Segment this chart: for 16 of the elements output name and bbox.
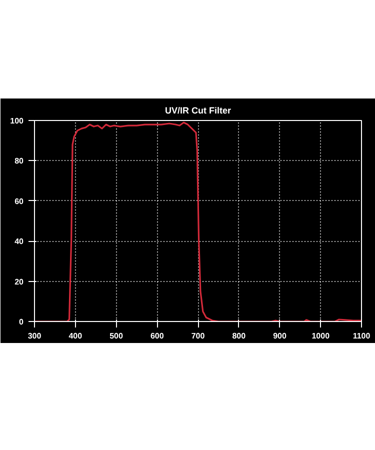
x-tick-label: 500: [110, 332, 124, 340]
x-tick-label: 800: [232, 332, 246, 340]
y-tick-label: 80: [14, 156, 24, 166]
y-tick-label: 20: [14, 277, 24, 286]
x-tick-label: 900: [273, 332, 287, 340]
x-tick-label: 1100: [352, 332, 371, 340]
x-tick-label: 700: [191, 332, 206, 340]
y-tick-label: 40: [14, 237, 24, 246]
chart-title: UV/IR Cut Filter: [165, 106, 232, 116]
x-tick-label: 1000: [312, 332, 330, 340]
y-tick-label: 0: [19, 318, 24, 326]
x-tick-label: 300: [28, 332, 42, 340]
x-tick-label: 400: [68, 332, 83, 340]
y-tick-label: 60: [14, 196, 24, 206]
y-tick-label: 100: [10, 116, 24, 126]
x-tick-label: 600: [150, 332, 164, 340]
